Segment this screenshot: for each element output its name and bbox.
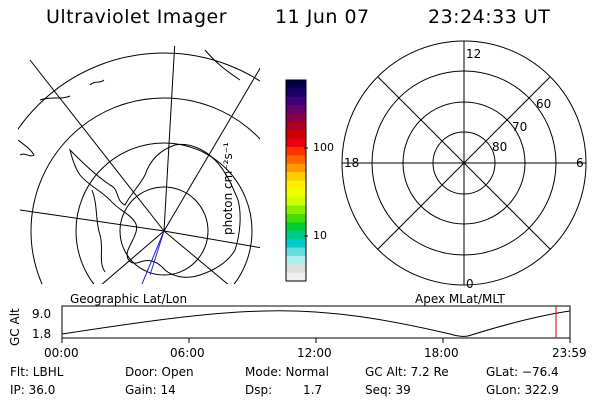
colorbar-cell xyxy=(286,113,306,123)
colorbar-cell xyxy=(286,88,306,98)
altitude-x-tick-label: 23:59 xyxy=(552,346,587,360)
colorbar-unit-label: photon cm⁻²s⁻¹ xyxy=(221,142,235,235)
altitude-y-label: GC Alt xyxy=(8,308,22,346)
meridian-line xyxy=(163,230,260,249)
spacecraft-pointing-line xyxy=(149,230,165,276)
geographic-panel-label: Geographic Lat/Lon xyxy=(70,292,188,306)
altitude-x-tick-label: 06:00 xyxy=(170,346,205,360)
meridian-line xyxy=(19,209,165,232)
mlat-label-60: 60 xyxy=(536,97,552,111)
colorbar-cell xyxy=(286,96,306,106)
mlt-label-18: 18 xyxy=(344,156,360,170)
altitude-plot-frame xyxy=(61,305,571,339)
colorbar-cell xyxy=(286,80,306,89)
colorbar-cell xyxy=(286,121,306,131)
colorbar-tick-label-10: 10 xyxy=(313,229,327,242)
antarctica-coastline xyxy=(69,143,241,278)
apex-polar-grid xyxy=(341,40,587,286)
colorbar-cell xyxy=(286,163,306,173)
gc-altitude-status: GC Alt: 7.2 Re xyxy=(365,365,449,379)
colorbar-cell xyxy=(286,147,306,156)
coast-fragment xyxy=(204,49,241,81)
glon-status: GLon: 322.9 xyxy=(486,383,559,397)
filter-status: Flt: LBHL xyxy=(10,365,64,379)
apex-panel-label: Apex MLat/MLT xyxy=(415,292,505,306)
meridian-line xyxy=(163,67,260,232)
glat-status: GLat: −76.4 xyxy=(486,365,559,379)
altitude-x-tick-label: 12:00 xyxy=(297,346,332,360)
altitude-x-tick-label: 18:00 xyxy=(424,346,459,360)
latitude-circle-outer xyxy=(30,97,260,284)
spacecraft-pointing-line xyxy=(141,230,165,285)
geographic-map xyxy=(18,46,260,284)
colorbar-cell xyxy=(286,188,306,198)
mlat-label-70: 70 xyxy=(512,120,528,134)
colorbar-cell xyxy=(286,155,306,165)
meridian-line xyxy=(163,46,176,232)
altitude-x-ticks xyxy=(61,338,571,343)
colorbar-cell xyxy=(286,205,306,215)
altitude-y-tick-high: 9.0 xyxy=(32,307,52,321)
observation-time: 23:24:33 UT xyxy=(428,6,551,28)
dsp-label: Dsp: xyxy=(245,383,273,397)
colorbar-cell xyxy=(286,105,306,115)
colorbar-cell xyxy=(286,255,306,265)
meridian-line xyxy=(101,230,165,284)
mlt-label-12: 12 xyxy=(466,47,482,61)
observation-date: 11 Jun 07 xyxy=(275,6,370,28)
altitude-y-tick-low: 1.8 xyxy=(32,327,52,341)
colorbar-cell xyxy=(286,214,306,223)
meridian-line xyxy=(163,230,229,284)
colorbar-cell xyxy=(286,264,306,274)
altitude-x-tick-label: 00:00 xyxy=(44,346,79,360)
colorbar-cell xyxy=(286,230,306,240)
mode-status: Mode: Normal xyxy=(245,365,329,379)
dsp-value: 1.7 xyxy=(303,383,323,397)
colorbar-cell xyxy=(286,138,306,148)
ip-status: IP: 36.0 xyxy=(10,383,56,397)
latitude-circle-edge xyxy=(18,52,260,131)
coast-fragment xyxy=(39,95,71,101)
instrument-title: Ultraviolet Imager xyxy=(46,6,228,28)
meridian-line xyxy=(29,59,165,232)
colorbar-cell xyxy=(286,272,306,282)
coast-fragment xyxy=(89,79,105,86)
gain-status: Gain: 14 xyxy=(125,383,176,397)
mlt-label-6: 6 xyxy=(576,156,584,170)
altitude-curve xyxy=(61,310,571,337)
island-coastline xyxy=(18,139,35,157)
colorbar-border xyxy=(285,79,307,282)
door-status: Door: Open xyxy=(125,365,194,379)
colorbar-cell xyxy=(286,197,306,207)
sequence-status: Seq: 39 xyxy=(365,383,411,397)
colorbar-tick-label-100: 100 xyxy=(313,141,334,154)
colorbar-cell xyxy=(286,239,306,249)
colorbar-cell xyxy=(286,172,306,182)
peninsula-coastline xyxy=(91,189,106,273)
mlt-label-0: 0 xyxy=(466,277,474,291)
latitude-circle-inner xyxy=(119,186,209,276)
mlat-label-80: 80 xyxy=(492,140,508,154)
colorbar xyxy=(286,80,306,282)
colorbar-cell xyxy=(286,222,306,232)
latitude-circle-middle xyxy=(75,142,253,284)
colorbar-cell xyxy=(286,130,306,140)
colorbar-cell xyxy=(286,247,306,257)
colorbar-cell xyxy=(286,180,306,190)
mlt-diagonal xyxy=(377,76,551,250)
